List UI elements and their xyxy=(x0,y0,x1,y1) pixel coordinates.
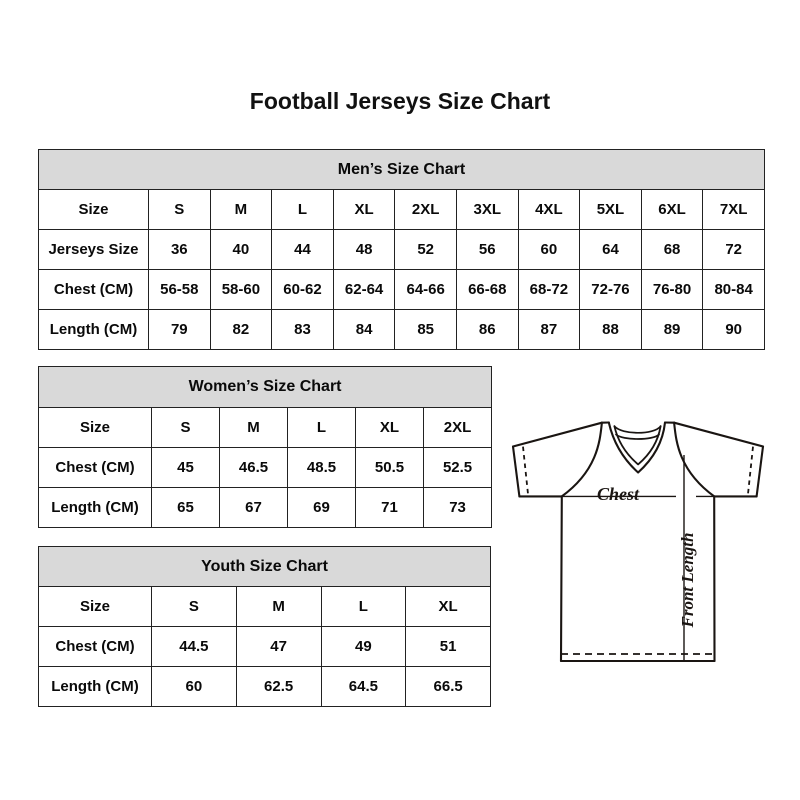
svg-text:Front Length: Front Length xyxy=(678,533,697,629)
svg-text:Chest: Chest xyxy=(597,484,640,504)
